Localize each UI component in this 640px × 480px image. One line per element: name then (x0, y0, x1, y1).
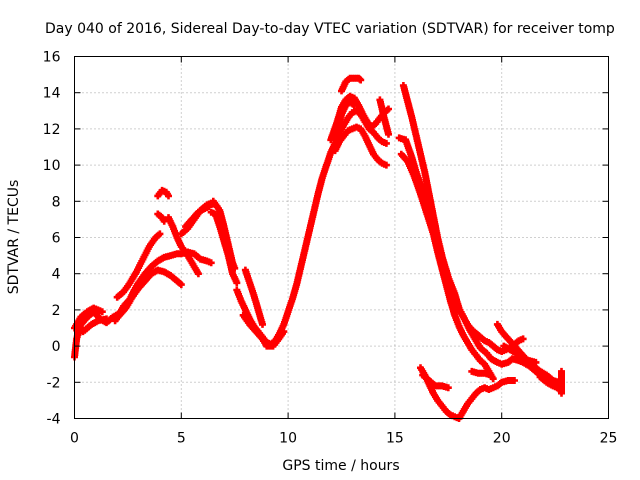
data-point-marker (382, 139, 390, 147)
series-trace-l (209, 197, 239, 272)
data-point-marker (487, 371, 495, 379)
x-tick-label: 25 (600, 431, 618, 447)
y-tick-label: -2 (47, 375, 61, 391)
data-point-marker (194, 270, 202, 278)
series-trace-t (376, 96, 392, 138)
series-trace-y (419, 371, 452, 392)
data-point-marker (385, 130, 392, 138)
series-trace-n (239, 311, 288, 350)
data-point-marker (103, 315, 110, 323)
y-tick-label: -4 (47, 412, 61, 428)
series-trace-q (333, 98, 358, 133)
data-point-marker (511, 377, 518, 384)
y-tick-label: 10 (43, 158, 61, 174)
data-point-marker (350, 101, 358, 109)
data-point-marker (357, 76, 365, 84)
data-points (71, 74, 565, 422)
data-point-marker (231, 264, 239, 272)
data-point-marker (444, 384, 452, 392)
x-tick-label: 20 (493, 431, 511, 447)
y-tick-label: 0 (52, 339, 61, 355)
series-trace-g (154, 210, 168, 225)
series-trace-w (397, 150, 497, 383)
series-trace-ab (500, 342, 540, 366)
series-trace-f (154, 186, 172, 200)
data-point-marker (519, 335, 527, 343)
series-trace-e (113, 230, 164, 301)
x-axis-label: GPS time / hours (282, 458, 399, 474)
data-point-marker (207, 259, 215, 267)
x-tick-label: 10 (279, 431, 297, 447)
x-tick-label: 0 (70, 431, 79, 447)
chart-title: Day 040 of 2016, Sidereal Day-to-day VTE… (45, 21, 615, 37)
x-tick-label: 5 (177, 431, 186, 447)
series-trace-o (241, 266, 266, 328)
series-trace-z (468, 367, 495, 379)
data-point-marker (532, 358, 540, 366)
series-trace-r (331, 123, 390, 169)
data-point-marker (558, 389, 565, 397)
y-tick-label: 2 (52, 303, 61, 319)
data-point-marker (233, 279, 241, 287)
y-axis-label: SDTVAR / TECUs (6, 180, 22, 295)
y-tick-label: 4 (52, 267, 61, 283)
data-point-marker (385, 105, 392, 113)
y-tick-label: 16 (43, 50, 61, 66)
data-point-marker (259, 320, 266, 328)
series-trace-h (165, 214, 202, 278)
y-tick-label: 6 (52, 231, 61, 247)
series-trace-d (111, 266, 185, 325)
series-trace-j (182, 203, 213, 231)
data-point-marker (205, 203, 213, 211)
y-tick-label: 8 (52, 194, 61, 210)
series-trace-ad (558, 367, 565, 397)
y-tick-label: 12 (43, 122, 61, 138)
data-point-marker (156, 230, 164, 238)
data-point-marker (382, 161, 390, 169)
series-trace-c (79, 315, 110, 336)
data-point-marker (165, 192, 172, 200)
series-trace-s (338, 74, 365, 95)
axis-ticks: 0 5 10 15 20 25 -4 -2 0 2 4 6 8 10 12 14 16 (43, 50, 618, 447)
data-point-marker (280, 328, 288, 336)
data-point-marker (160, 217, 168, 225)
y-tick-label: 14 (43, 86, 61, 102)
x-tick-label: 15 (386, 431, 404, 447)
data-point-marker (98, 308, 106, 316)
data-point-marker (177, 281, 185, 289)
grid-lines (74, 56, 609, 419)
